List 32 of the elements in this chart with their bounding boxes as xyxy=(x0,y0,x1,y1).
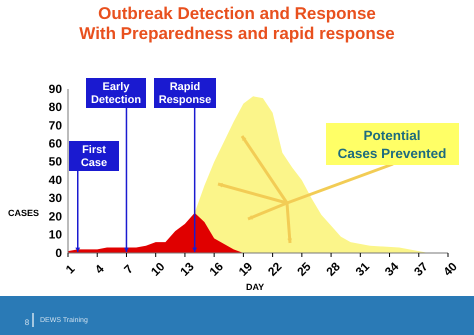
y-tick-label: 20 xyxy=(48,209,62,224)
y-tick-label: 50 xyxy=(48,154,62,169)
x-tick-label: 19 xyxy=(236,259,256,279)
y-tick-label: 10 xyxy=(48,228,62,242)
chart-title: Outbreak Detection and Response With Preparedness and rapid response xyxy=(79,4,395,43)
text: 8 xyxy=(24,318,30,327)
x-axis-title: DAY xyxy=(246,282,264,292)
x-tick-label: 28 xyxy=(324,259,344,279)
y-tick-label: 40 xyxy=(48,172,62,187)
x-tick-label: 37 xyxy=(411,259,431,279)
x-tick-label: 10 xyxy=(148,259,168,279)
x-tick-label: 22 xyxy=(265,259,285,279)
y-tick-label: 70 xyxy=(48,118,62,132)
x-tick-label: 4 xyxy=(92,262,107,276)
x-tick-label: 25 xyxy=(294,259,314,279)
annotation: Early Detection xyxy=(90,81,142,106)
x-tick-label: 40 xyxy=(440,259,460,279)
y-tick-label: 90 xyxy=(48,82,62,96)
y-tick-label: 60 xyxy=(48,136,62,151)
annotation: Rapid Response xyxy=(158,81,212,106)
x-tick-label: 31 xyxy=(352,259,372,279)
x-tick-label: 13 xyxy=(177,259,197,279)
annotation: Potential Cases Prevented xyxy=(338,128,446,161)
x-tick-label: 34 xyxy=(382,259,402,279)
y-tick-label: 80 xyxy=(48,100,62,114)
x-tick-label: 1 xyxy=(62,262,78,276)
x-tick-label: 7 xyxy=(121,262,136,276)
annotation: First Case xyxy=(80,144,108,169)
y-axis-title: CASES xyxy=(8,208,40,218)
x-tick-label: 16 xyxy=(206,259,226,279)
y-tick-label: 0 xyxy=(55,246,62,260)
y-tick-label: 30 xyxy=(48,191,62,206)
